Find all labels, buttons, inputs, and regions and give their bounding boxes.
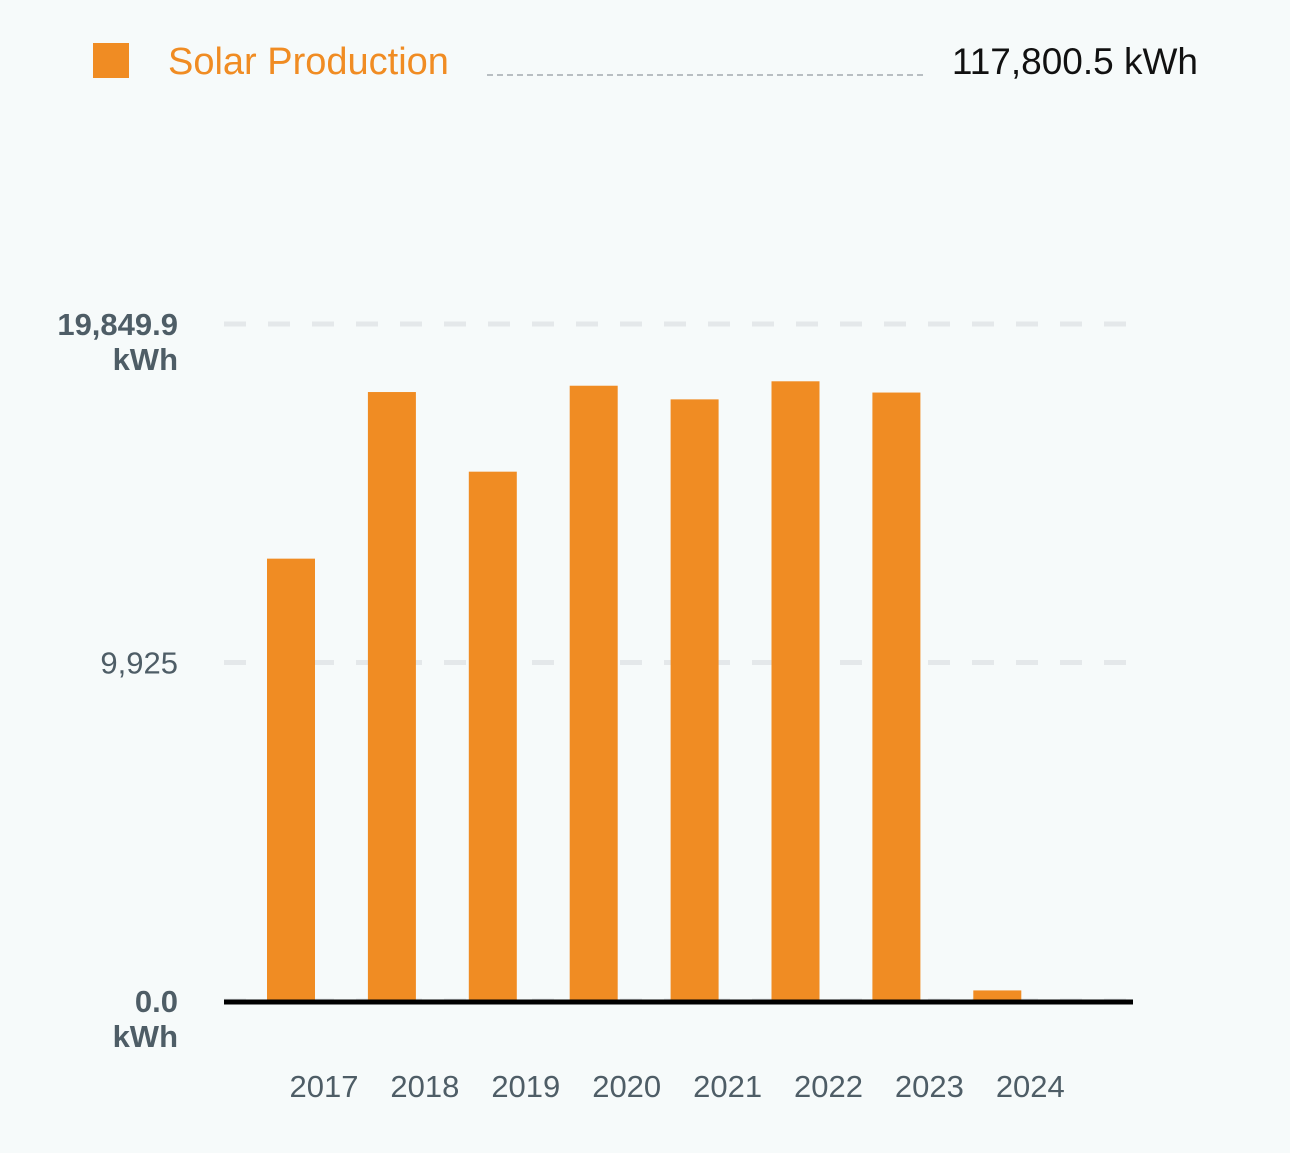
y-tick-label: 9,925	[100, 645, 178, 680]
bar-2021[interactable]	[670, 399, 719, 1002]
y-tick-label-line: kWh	[113, 342, 178, 377]
chart-legend: Solar Production 117,800.5 kWh	[0, 0, 1290, 120]
bar-2020[interactable]	[569, 385, 618, 1001]
bars	[267, 381, 1022, 1002]
y-tick-label: 0.0 kWh	[113, 984, 178, 1054]
bar-2019[interactable]	[468, 471, 517, 1001]
x-tick-label: 2017	[290, 1069, 359, 1104]
bar-2024[interactable]	[973, 990, 1022, 1001]
square-swatch-icon	[93, 43, 129, 78]
legend-total-value: 117,800.5 kWh	[951, 41, 1198, 82]
x-tick-label: 2020	[592, 1069, 661, 1104]
x-tick-label: 2019	[491, 1069, 560, 1104]
x-tick-label: 2023	[895, 1069, 964, 1104]
x-tick-label: 2018	[390, 1069, 459, 1104]
y-tick-label-line: kWh	[113, 1019, 178, 1054]
legend-series-label[interactable]: Solar Production	[168, 41, 449, 83]
x-tick-label: 2024	[996, 1069, 1065, 1104]
bar-2018[interactable]	[367, 392, 416, 1002]
bar-2017[interactable]	[267, 558, 315, 1001]
x-axis-ticks: 2017 2018 2019 2020 2021 2022 2023 2024	[290, 1069, 1065, 1104]
y-tick-label: 19,849.9 kWh	[57, 307, 178, 377]
bar-2023[interactable]	[872, 392, 921, 1002]
x-tick-label: 2022	[794, 1069, 863, 1104]
y-tick-label-line: 0.0	[135, 984, 178, 1019]
bar-2022[interactable]	[771, 381, 820, 1001]
y-tick-label-line: 9,925	[100, 645, 178, 680]
legend-leader-line	[487, 74, 923, 76]
y-tick-label-line: 19,849.9	[57, 307, 178, 342]
x-tick-label: 2021	[693, 1069, 762, 1104]
